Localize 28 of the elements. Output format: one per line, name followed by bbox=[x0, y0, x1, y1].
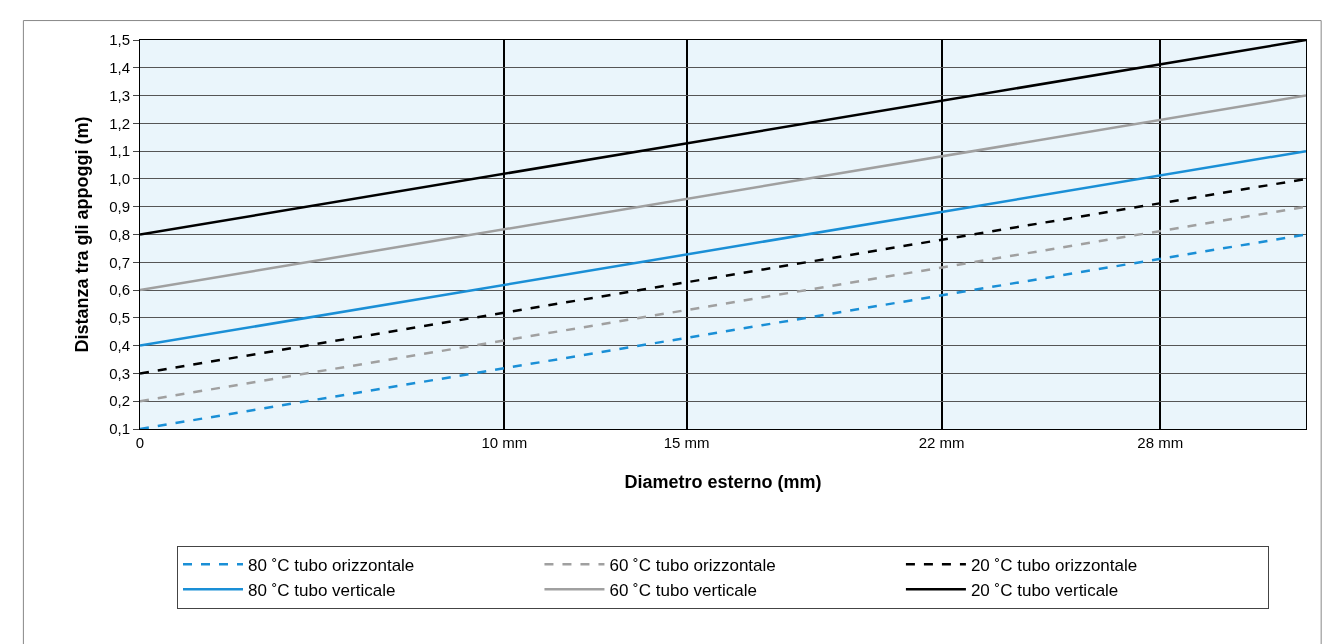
y-tick-label: 1,0 bbox=[109, 170, 130, 188]
y-tick-label: 0,2 bbox=[109, 392, 130, 410]
y-tick-label: 0,7 bbox=[109, 253, 130, 271]
x-tick-label: 15 mm bbox=[663, 434, 710, 451]
legend-label: 20 ˚C tubo verticale bbox=[970, 580, 1119, 600]
y-tick-label: 0,5 bbox=[109, 309, 130, 327]
legend-label: 80 ˚C tubo orizzontale bbox=[248, 555, 415, 575]
y-tick-label: 0,3 bbox=[109, 364, 130, 382]
legend-label: 80 ˚C tubo verticale bbox=[248, 580, 396, 600]
y-tick-label: 1,2 bbox=[109, 114, 130, 132]
legend-label: 20 ˚C tubo orizzontale bbox=[970, 555, 1138, 575]
legend-label: 60 ˚C tubo verticale bbox=[609, 580, 757, 600]
y-tick-label: 1,1 bbox=[109, 142, 130, 160]
x-axis-title: Diametro esterno (mm) bbox=[624, 472, 822, 493]
x-tick-label: 22 mm bbox=[918, 434, 965, 451]
y-tick-label: 1,4 bbox=[109, 59, 130, 77]
y-tick-label: 1,3 bbox=[109, 86, 130, 104]
y-tick-label: 1,5 bbox=[109, 31, 130, 49]
y-tick-label: 0,6 bbox=[109, 281, 130, 299]
legend-label: 60 ˚C tubo orizzontale bbox=[609, 555, 776, 575]
y-tick-label: 0,4 bbox=[109, 336, 130, 354]
x-tick-label: 0 bbox=[135, 434, 145, 451]
y-tick-label: 0,1 bbox=[109, 420, 130, 438]
y-tick-label: 0,9 bbox=[109, 197, 130, 215]
y-axis-title: Distanza tra gli appoggi (m) bbox=[72, 116, 93, 353]
x-tick-label: 10 mm bbox=[481, 434, 528, 451]
x-tick-label: 28 mm bbox=[1137, 434, 1184, 451]
y-tick-label: 0,8 bbox=[109, 225, 130, 243]
